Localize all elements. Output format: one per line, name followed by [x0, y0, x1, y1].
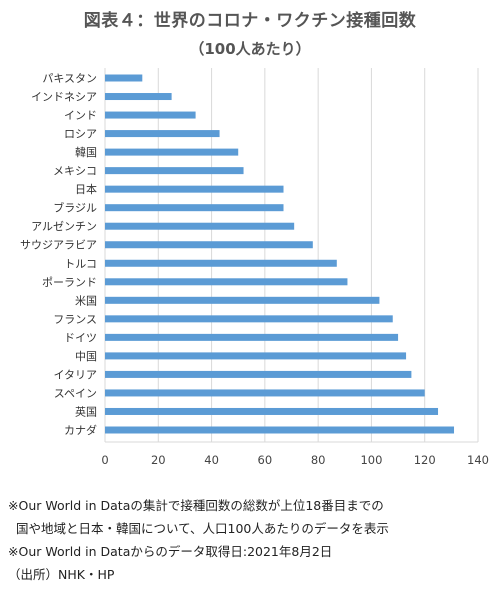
category-label: インド — [64, 109, 97, 122]
bar — [105, 111, 196, 119]
chart-title: 図表４：世界のコロナ・ワクチン接種回数 — [83, 11, 417, 31]
footnote-2: 国や地域と日本・韓国について、人口100人あたりのデータを表示 — [16, 521, 389, 536]
category-label: ポーランド — [42, 276, 97, 289]
bar-chart: パキスタンインドネシアインドロシア韓国メキシコ日本ブラジルアルゼンチンサウジアラ… — [20, 68, 489, 467]
category-label: ロシア — [64, 128, 97, 141]
bar — [105, 370, 412, 378]
category-label: ドイツ — [64, 331, 97, 344]
bar — [105, 148, 239, 156]
bar — [105, 93, 172, 101]
category-label: アルゼンチン — [31, 220, 97, 233]
category-label: 日本 — [75, 182, 97, 196]
category-label: フランス — [53, 313, 97, 326]
footnotes: ※Our World in Dataの集計で接種回数の総数が上位18番目までの … — [8, 494, 498, 586]
x-tick-label: 0 — [101, 453, 108, 467]
category-label: サウジアラビア — [20, 239, 97, 252]
category-label: トルコ — [64, 257, 97, 270]
bar — [105, 333, 399, 341]
category-label: スペイン — [54, 387, 97, 400]
category-label: ブラジル — [53, 201, 97, 215]
bar — [105, 407, 439, 415]
footnote-1: ※Our World in Dataの集計で接種回数の総数が上位18番目までの — [8, 498, 384, 513]
bar — [105, 352, 407, 360]
bar — [105, 241, 313, 249]
bar — [105, 426, 455, 434]
category-label: イタリア — [53, 368, 97, 381]
bar — [105, 204, 284, 212]
bar — [105, 74, 143, 82]
x-tick-label: 20 — [151, 453, 166, 467]
bar — [105, 315, 393, 323]
bar — [105, 130, 220, 138]
category-label: パキスタン — [42, 72, 97, 85]
x-tick-label: 100 — [360, 453, 382, 467]
bar — [105, 296, 380, 304]
bar — [105, 259, 337, 267]
x-tick-label: 40 — [204, 453, 219, 467]
x-tick-label: 120 — [414, 453, 436, 467]
category-label: 中国 — [75, 350, 97, 363]
category-label: 英国 — [75, 404, 97, 418]
category-label: インドネシア — [31, 91, 97, 104]
bar — [105, 278, 348, 286]
source-note: （出所）NHK・HP — [8, 567, 115, 582]
bar — [105, 389, 425, 397]
bar — [105, 185, 284, 193]
bar — [105, 222, 295, 230]
x-tick-label: 140 — [467, 453, 489, 467]
footnote-3: ※Our World in Dataからのデータ取得日:2021年8月2日 — [8, 544, 333, 559]
category-label: カナダ — [64, 423, 97, 437]
category-label: 米国 — [75, 294, 97, 307]
chart-subtitle: （100人あたり） — [189, 40, 311, 58]
category-label: メキシコ — [53, 165, 97, 178]
x-tick-label: 80 — [311, 453, 326, 467]
category-label: 韓国 — [75, 146, 97, 159]
bar — [105, 167, 244, 175]
x-tick-label: 60 — [258, 453, 273, 467]
